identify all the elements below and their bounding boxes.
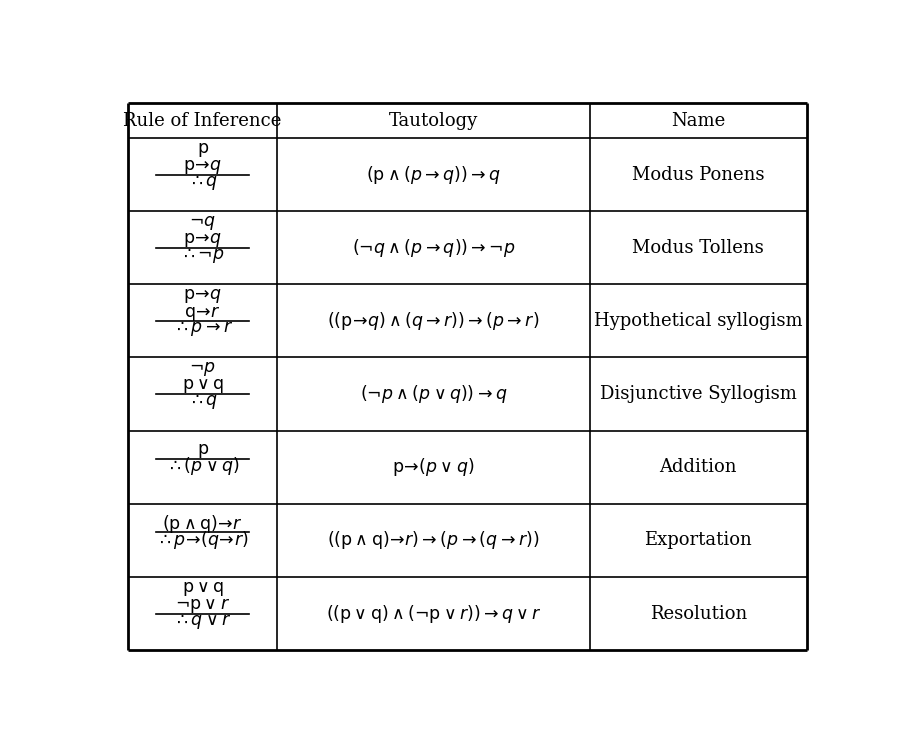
Text: $\therefore q$: $\therefore q$	[188, 173, 218, 192]
Text: $((\mathrm{p}\!\rightarrow\! q) \wedge (q \rightarrow r)) \rightarrow (p \righta: $((\mathrm{p}\!\rightarrow\! q) \wedge (…	[327, 310, 539, 332]
Text: $(\mathrm{p}\wedge\mathrm{q})\!\rightarrow\! r$: $(\mathrm{p}\wedge\mathrm{q})\!\rightarr…	[162, 513, 242, 535]
Text: $\mathrm{p}$: $\mathrm{p}$	[197, 141, 209, 159]
Text: $\mathrm{q}\!\rightarrow\! r$: $\mathrm{q}\!\rightarrow\! r$	[184, 304, 220, 323]
Text: $((\mathrm{p}\vee\mathrm{q}) \wedge(\neg\mathrm{p}\vee r)) \rightarrow q\vee r$: $((\mathrm{p}\vee\mathrm{q}) \wedge(\neg…	[325, 603, 541, 624]
Text: Rule of Inference: Rule of Inference	[123, 112, 281, 130]
Text: $\therefore q\vee r$: $\therefore q\vee r$	[173, 612, 231, 630]
Text: Disjunctive Syllogism: Disjunctive Syllogism	[599, 385, 796, 403]
Text: $\therefore q$: $\therefore q$	[188, 392, 218, 411]
Text: $\therefore p\!\rightarrow\!(q\!\rightarrow\! r)$: $\therefore p\!\rightarrow\!(q\!\rightar…	[156, 529, 249, 551]
Text: Tautology: Tautology	[388, 112, 477, 130]
Text: Name: Name	[670, 112, 724, 130]
Text: $\mathrm{p}$: $\mathrm{p}$	[197, 442, 209, 460]
Text: $((\mathrm{p}\wedge\mathrm{q})\!\rightarrow\! r) \rightarrow (p \rightarrow (q \: $((\mathrm{p}\wedge\mathrm{q})\!\rightar…	[327, 530, 539, 551]
Text: $\mathrm{p}\!\rightarrow\! q$: $\mathrm{p}\!\rightarrow\! q$	[183, 231, 222, 249]
Text: Modus Tollens: Modus Tollens	[631, 239, 763, 257]
Text: $(\neg p \wedge (p \vee q)) \rightarrow q$: $(\neg p \wedge (p \vee q)) \rightarrow …	[359, 383, 507, 405]
Text: $\mathrm{p}\!\rightarrow\! (p \vee q)$: $\mathrm{p}\!\rightarrow\! (p \vee q)$	[392, 457, 474, 478]
Text: $\mathrm{p}\!\rightarrow\! q$: $\mathrm{p}\!\rightarrow\! q$	[183, 287, 222, 305]
Text: $\therefore p \rightarrow r$: $\therefore p \rightarrow r$	[172, 319, 232, 338]
Text: $(\mathrm{p}\wedge(p \rightarrow q)) \rightarrow q$: $(\mathrm{p}\wedge(p \rightarrow q)) \ri…	[365, 163, 500, 186]
Text: Addition: Addition	[659, 458, 736, 476]
Text: Modus Ponens: Modus Ponens	[631, 166, 763, 184]
Text: $(\neg q \wedge (p \rightarrow q)) \rightarrow \neg p$: $(\neg q \wedge (p \rightarrow q)) \righ…	[352, 236, 515, 259]
Text: $\neg q$: $\neg q$	[189, 214, 216, 232]
Text: Exportation: Exportation	[644, 531, 752, 549]
Text: Hypothetical syllogism: Hypothetical syllogism	[593, 312, 802, 330]
Text: $\therefore (p \vee q)$: $\therefore (p \vee q)$	[166, 456, 239, 477]
Text: $\neg\mathrm{p}\vee r$: $\neg\mathrm{p}\vee r$	[175, 596, 230, 615]
Text: Resolution: Resolution	[649, 604, 746, 622]
Text: $\neg p$: $\neg p$	[189, 360, 216, 378]
Text: $\therefore \neg p$: $\therefore \neg p$	[180, 246, 225, 265]
Text: $\mathrm{p}\vee\mathrm{q}$: $\mathrm{p}\vee\mathrm{q}$	[181, 580, 223, 598]
Text: $\mathrm{p}\vee\mathrm{q}$: $\mathrm{p}\vee\mathrm{q}$	[181, 377, 223, 395]
Text: $\mathrm{p}\!\rightarrow\! q$: $\mathrm{p}\!\rightarrow\! q$	[183, 158, 222, 176]
